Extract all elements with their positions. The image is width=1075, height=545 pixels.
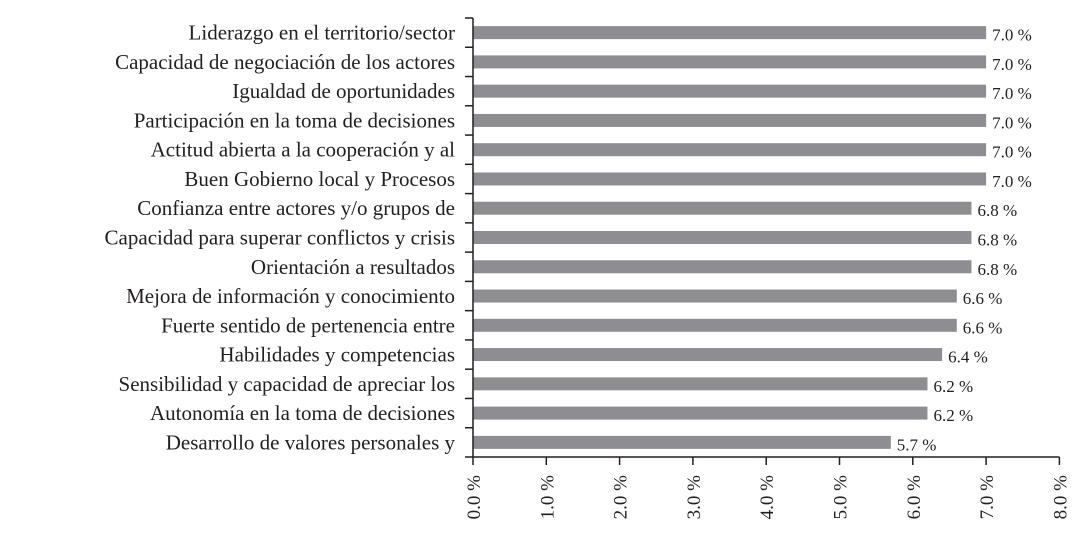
bar [473,377,928,391]
bar [473,318,957,332]
category-label: Sensibilidad y capacidad de apreciar los [119,372,455,396]
value-label: 6.6 % [963,289,1003,308]
category-label: Buen Gobierno local y Procesos [184,167,455,191]
bar [473,26,987,40]
value-label: 7.0 % [992,26,1032,45]
bar [473,289,957,303]
category-label: Igualdad de oportunidades [232,79,455,103]
x-tick-label: 7.0 % [977,475,998,520]
bar [473,172,987,186]
value-label: 6.8 % [977,201,1017,220]
category-label: Mejora de información y conocimiento [126,284,455,308]
value-label: 6.4 % [948,348,988,367]
x-tick-label: 2.0 % [611,475,632,520]
bar [473,435,891,449]
x-tick-label: 5.0 % [831,475,852,520]
value-label: 6.8 % [977,260,1017,279]
value-label: 6.8 % [977,231,1017,250]
x-tick-label: 8.0 % [1050,475,1071,520]
bar [473,143,987,157]
value-label: 5.7 % [897,435,937,454]
category-label: Actitud abierta a la cooperación y al [151,138,456,162]
category-label: Participación en la toma de decisiones [134,108,455,132]
x-tick-label: 3.0 % [684,475,705,520]
x-tick-label: 6.0 % [904,475,925,520]
value-label: 6.6 % [963,318,1003,337]
bar [473,260,972,274]
x-tick-label: 0.0 % [464,475,485,520]
bar [473,231,972,244]
value-label: 7.0 % [992,172,1032,191]
category-label: Orientación a resultados [251,255,455,279]
value-label: 7.0 % [992,84,1032,103]
value-label: 7.0 % [992,113,1032,132]
category-label: Fuerte sentido de pertenencia entre [161,313,455,337]
bar [473,84,987,98]
x-tick-label: 4.0 % [757,475,778,520]
bar [473,348,943,362]
x-tick-label: 1.0 % [537,475,558,520]
category-label: Liderazgo en el territorio/sector [189,21,455,45]
bar [473,55,987,69]
category-label: Capacidad de negociación de los actores [115,50,455,74]
bar [473,201,972,215]
bar [473,406,928,420]
category-label: Confianza entre actores y/o grupos de [137,196,455,220]
value-label: 7.0 % [992,143,1032,162]
bar [473,113,987,127]
value-label: 6.2 % [933,406,973,425]
value-label: 7.0 % [992,55,1032,74]
category-label: Autonomía en la toma de decisiones [150,401,455,425]
value-label: 6.2 % [933,377,973,396]
category-label: Habilidades y competencias [219,343,455,367]
category-label: Capacidad para superar conflictos y cris… [105,226,455,250]
category-label: Desarrollo de valores personales y [166,430,456,454]
